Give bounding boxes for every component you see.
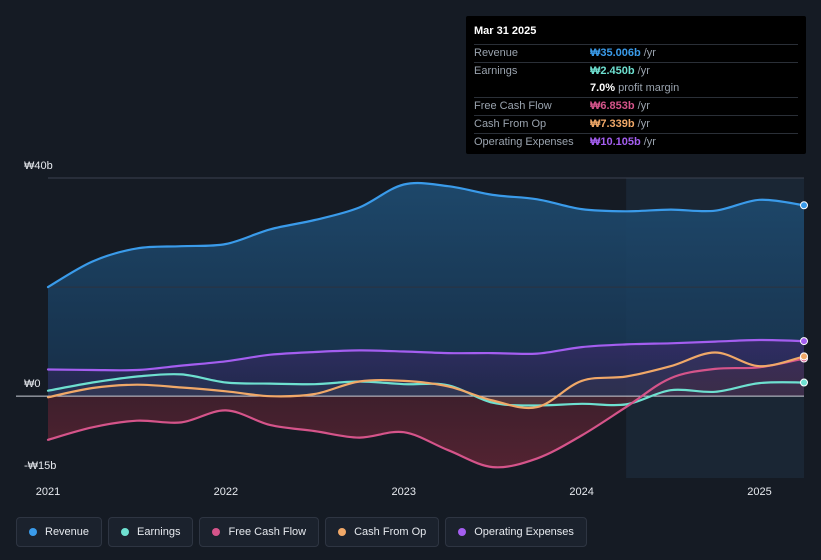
tooltip-unit: /yr	[643, 136, 656, 148]
area-revenue	[48, 183, 804, 397]
y-tick-label-bottom: -₩15b	[24, 460, 57, 472]
endpoint-revenue	[800, 201, 808, 210]
endpoint-earnings	[800, 378, 808, 387]
x-tick-label: 2025	[747, 486, 772, 498]
legend-item-cash-from-op[interactable]: Cash From Op	[325, 517, 440, 547]
y-tick-label-zero: ₩0	[24, 378, 41, 390]
legend-item-earnings[interactable]: Earnings	[108, 517, 194, 547]
legend-label: Operating Expenses	[474, 526, 574, 538]
tooltip-row-profit-margin: 7.0% profit margin	[474, 80, 798, 97]
line-revenue	[46, 181, 806, 289]
legend-label: Revenue	[45, 526, 90, 538]
tooltip-value: ₩35.006b	[590, 47, 641, 59]
x-tick-label: 2021	[35, 486, 61, 498]
legend-dot-icon	[458, 528, 467, 536]
tooltip-label	[474, 80, 590, 97]
tooltip-unit: /yr	[637, 100, 650, 112]
legend-label: Free Cash Flow	[228, 526, 307, 538]
legend-dot-icon	[29, 528, 37, 536]
legend-dot-icon	[121, 528, 130, 536]
line-operating-expenses	[46, 338, 806, 372]
tooltip-row-free-cash-flow: Free Cash Flow ₩6.853b /yr	[474, 97, 798, 115]
y-tick-label-top: ₩40b	[24, 160, 53, 172]
data-tooltip: Mar 31 2025 Revenue ₩35.006b /yr Earning…	[466, 16, 806, 154]
tooltip-label: Operating Expenses	[474, 136, 574, 148]
legend-item-free-cash-flow[interactable]: Free Cash Flow	[199, 517, 320, 547]
legend-label: Cash From Op	[354, 526, 427, 538]
x-tick-label: 2024	[569, 486, 594, 498]
tooltip-unit: /yr	[637, 65, 650, 77]
tooltip-label: Cash From Op	[474, 118, 547, 130]
legend-item-revenue[interactable]: Revenue	[16, 517, 103, 547]
endpoint-operating-expenses	[800, 337, 808, 346]
tooltip-value: ₩10.105b	[590, 136, 641, 148]
tooltip-unit: /yr	[643, 47, 656, 59]
line-cash-from-op	[46, 351, 806, 410]
tooltip-unit: /yr	[637, 118, 650, 130]
tooltip-label: Earnings	[474, 65, 518, 77]
endpoint-cash-from-op	[800, 352, 808, 361]
tooltip-unit: profit margin	[618, 82, 680, 94]
line-free-cash-flow	[46, 357, 806, 469]
legend-dot-icon	[338, 528, 347, 536]
tooltip-row-operating-expenses: Operating Expenses ₩10.105b /yr	[474, 133, 798, 151]
tooltip-label: Free Cash Flow	[474, 100, 552, 112]
tooltip-row-revenue: Revenue ₩35.006b /yr	[474, 44, 798, 62]
tooltip-row-cash-from-op: Cash From Op ₩7.339b /yr	[474, 115, 798, 133]
chart-legend: Revenue Earnings Free Cash Flow Cash Fro…	[16, 517, 587, 547]
tooltip-value: 7.0%	[590, 82, 616, 94]
tooltip-date: Mar 31 2025	[474, 25, 537, 37]
tooltip-value: ₩7.339b	[590, 118, 635, 130]
legend-dot-icon	[212, 528, 221, 536]
tooltip-value: ₩2.450b	[590, 65, 635, 77]
x-tick-label: 2022	[213, 486, 239, 498]
x-tick-label: 2023	[391, 486, 416, 498]
legend-item-operating-expenses[interactable]: Operating Expenses	[445, 517, 587, 547]
tooltip-value: ₩6.853b	[590, 100, 635, 112]
legend-label: Earnings	[137, 526, 181, 538]
tooltip-row-earnings: Earnings ₩2.450b /yr	[474, 62, 798, 80]
tooltip-label: Revenue	[474, 47, 519, 59]
area-free-cash-flow	[48, 358, 804, 468]
area-operating-expenses	[48, 339, 804, 397]
